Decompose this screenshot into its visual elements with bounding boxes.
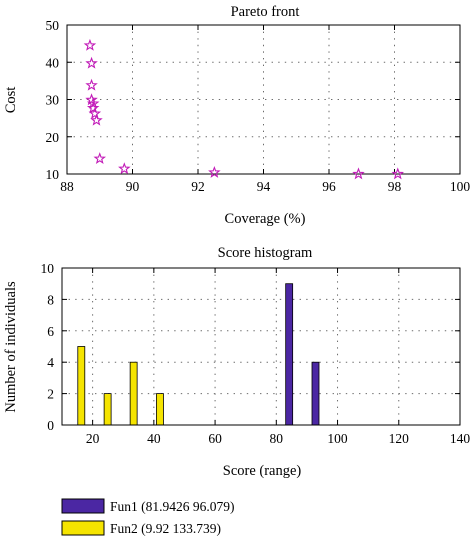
score-histogram-chart: Score histogram 20 40 60 80 100 120 140 0 2 4 6 8 10… — [3, 245, 470, 536]
pareto-axis-ticks: 88 90 92 94 96 98 100 10 20 30 40 50 — [46, 18, 471, 194]
pareto-y-tick-label: 30 — [46, 93, 60, 108]
histogram-x-axis-title: Score (range) — [223, 463, 302, 479]
pareto-x-tick-label: 100 — [450, 179, 471, 194]
histogram-gridlines — [62, 268, 460, 425]
pareto-y-tick-label: 10 — [46, 167, 60, 182]
pareto-y-tick-label: 50 — [46, 18, 60, 33]
fun2-bar — [103, 393, 112, 426]
legend-label-fun1: Fun1 (81.9426 96.079) — [110, 499, 235, 514]
histogram-plot-frame — [61, 267, 461, 426]
pareto-point-star — [86, 101, 100, 114]
pareto-point-star — [83, 38, 97, 51]
pareto-x-tick-label: 94 — [257, 179, 271, 194]
pareto-point-star — [208, 165, 221, 178]
histogram-y-tick-label: 4 — [47, 355, 54, 370]
pareto-y-tick-label: 20 — [46, 130, 60, 145]
histogram-y-tick-label: 8 — [47, 292, 54, 307]
pareto-point-star — [90, 113, 103, 126]
histogram-bars — [77, 283, 320, 426]
pareto-gridlines — [67, 25, 460, 174]
histogram-y-tick-label: 6 — [47, 324, 54, 339]
pareto-point-star — [85, 78, 98, 91]
legend-swatch-fun1 — [61, 498, 105, 514]
fun2-bar — [77, 346, 86, 426]
pareto-front-chart: Pareto front 88 90 92 94 96 98 100 10 20 30 40 50 C… — [3, 4, 470, 227]
pareto-point-star — [88, 107, 102, 119]
pareto-x-axis-title: Coverage (%) — [225, 211, 306, 227]
legend-label-fun2: Fun2 (9.92 133.739) — [110, 521, 221, 536]
pareto-y-axis-title: Cost — [3, 87, 19, 114]
histogram-legend: Fun1 (81.9426 96.079) Fun2 (9.92 133.739… — [61, 498, 235, 536]
histogram-x-tick-label: 80 — [270, 431, 284, 446]
pareto-points — [83, 38, 405, 180]
pareto-x-tick-label: 98 — [388, 179, 402, 194]
pareto-point-star — [391, 167, 405, 180]
pareto-y-tick-label: 40 — [46, 55, 60, 70]
histogram-x-tick-label: 140 — [450, 431, 471, 446]
fun2-bar — [156, 393, 164, 426]
histogram-y-tick-label: 0 — [47, 418, 54, 433]
pareto-chart-title: Pareto front — [231, 4, 300, 20]
pareto-point-star — [85, 56, 98, 69]
histogram-y-tick-label: 10 — [41, 261, 55, 276]
histogram-x-tick-label: 100 — [327, 431, 348, 446]
pareto-point-star — [118, 162, 131, 175]
histogram-chart-title: Score histogram — [218, 245, 313, 261]
histogram-axis-ticks: 20 40 60 80 100 120 140 0 2 4 6 8 10 — [41, 261, 471, 446]
pareto-point-star — [352, 167, 365, 180]
histogram-x-tick-label: 60 — [208, 431, 222, 446]
histogram-y-axis-title: Number of individuals — [3, 281, 19, 413]
pareto-x-tick-label: 92 — [191, 179, 205, 194]
histogram-x-tick-label: 20 — [86, 431, 100, 446]
fun1-bar — [285, 283, 294, 426]
pareto-x-tick-label: 96 — [322, 179, 336, 194]
legend-swatch-fun2 — [61, 520, 105, 536]
pareto-point-star — [86, 97, 100, 109]
pareto-x-tick-label: 88 — [60, 179, 74, 194]
fun2-bar — [129, 361, 138, 426]
pareto-point-star — [93, 152, 107, 165]
pareto-x-tick-label: 90 — [126, 179, 140, 194]
histogram-y-tick-label: 2 — [47, 387, 54, 402]
fun1-bar — [311, 361, 320, 426]
histogram-x-tick-label: 120 — [389, 431, 410, 446]
histogram-x-tick-label: 40 — [147, 431, 161, 446]
